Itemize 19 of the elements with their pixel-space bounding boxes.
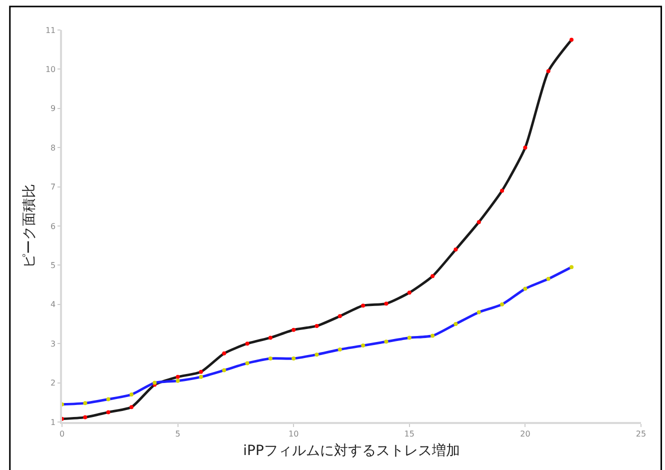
y-tick-label: 9 xyxy=(50,104,56,114)
y-tick-label: 6 xyxy=(50,222,56,231)
y-tick-label: 4 xyxy=(50,300,56,310)
x-tick-label: 10 xyxy=(288,429,299,438)
y-tick-label: 10 xyxy=(45,65,56,74)
x-tick-label: 25 xyxy=(636,429,646,438)
x-tick-label: 0 xyxy=(59,429,65,438)
y-tick-label: 3 xyxy=(50,339,56,348)
y-axis-title: ピーク面積比 xyxy=(22,184,38,268)
y-tick-label: 7 xyxy=(50,182,56,192)
x-tick-label: 15 xyxy=(404,429,414,438)
y-tick-label: 2 xyxy=(50,378,56,388)
x-tick-label: 5 xyxy=(175,429,180,438)
y-tick-label: 11 xyxy=(45,26,56,35)
y-tick-label: 8 xyxy=(50,143,56,152)
y-tick-label: 5 xyxy=(50,261,56,270)
x-axis-title: iPPフィルムに対するストレス増加 xyxy=(243,442,460,460)
y-tick-label: 1 xyxy=(50,418,56,427)
x-tick-label: 20 xyxy=(520,429,530,438)
